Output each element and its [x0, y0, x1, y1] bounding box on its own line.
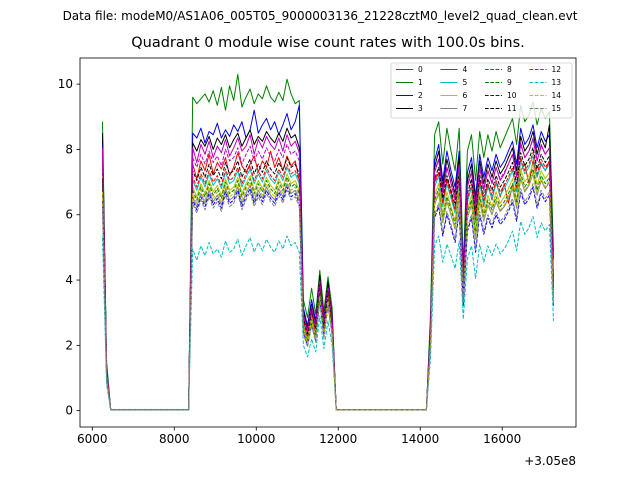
legend-label-7: 7: [463, 104, 468, 113]
legend-label-10: 10: [507, 91, 517, 100]
x-offset-label: +3.05e8: [524, 454, 576, 468]
legend-label-6: 6: [463, 91, 468, 100]
x-tick-label: 6000: [77, 432, 108, 446]
chart-title: Quadrant 0 module wise count rates with …: [131, 35, 525, 51]
series-line-1: [102, 73, 554, 411]
series-line-2: [102, 104, 554, 411]
y-tick-label: 10: [58, 77, 73, 91]
y-tick-label: 0: [65, 404, 73, 418]
y-tick-label: 8: [65, 142, 73, 156]
x-tick-label: 14000: [401, 432, 439, 446]
legend-label-3: 3: [418, 104, 423, 113]
x-tick-label: 8000: [159, 432, 190, 446]
legend-label-12: 12: [552, 65, 562, 74]
series-line-8: [102, 152, 554, 411]
legend-label-2: 2: [418, 91, 423, 100]
legend-label-0: 0: [418, 65, 423, 74]
legend-label-9: 9: [507, 78, 512, 87]
x-tick-label: 12000: [319, 432, 357, 446]
legend-label-1: 1: [418, 78, 423, 87]
series-line-10: [102, 186, 554, 411]
series-line-14: [102, 171, 554, 411]
series-line-13: [102, 215, 554, 411]
y-tick-label: 4: [65, 273, 73, 287]
legend-label-11: 11: [507, 104, 517, 113]
y-tick-label: 6: [65, 208, 73, 222]
legend-box: [390, 62, 573, 119]
legend-label-8: 8: [507, 65, 512, 74]
series-line-15: [102, 183, 554, 411]
plot-frame: [79, 57, 577, 428]
x-tick-label: 16000: [483, 432, 521, 446]
legend-label-14: 14: [552, 91, 562, 100]
x-tick-label: 10000: [237, 432, 275, 446]
y-tick-label: 2: [65, 338, 73, 352]
legend-label-13: 13: [552, 78, 562, 87]
series-line-12: [102, 139, 554, 411]
figure-suptitle: Data file: modeM0/AS1A06_005T05_90000031…: [62, 9, 578, 23]
legend-label-5: 5: [463, 78, 468, 87]
legend-label-4: 4: [463, 65, 468, 74]
series-line-6: [102, 163, 554, 411]
legend-label-15: 15: [552, 104, 562, 113]
